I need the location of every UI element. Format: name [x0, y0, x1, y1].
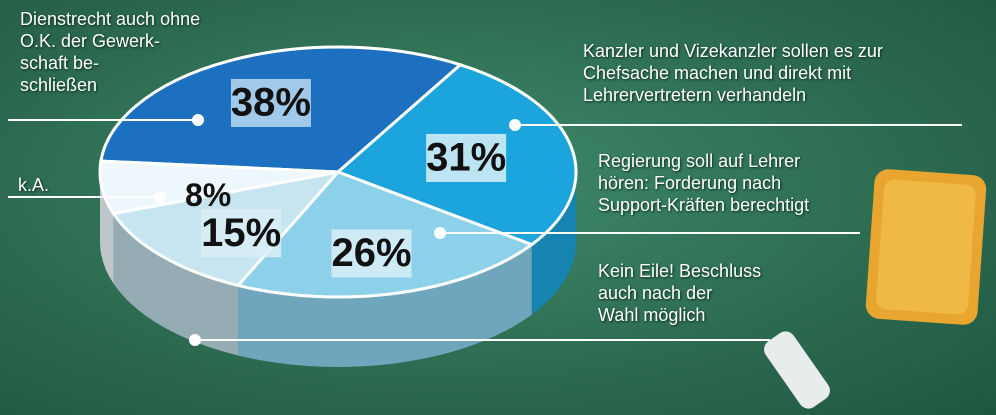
value-label: 31% — [426, 136, 506, 180]
slice-side — [113, 213, 239, 356]
category-label: Kanzler und Vizekanzler sollen es zur Ch… — [583, 41, 883, 105]
value-label: 8% — [185, 177, 231, 213]
value-label-box — [201, 209, 282, 258]
value-label: 26% — [331, 231, 411, 275]
value-label: 15% — [201, 211, 281, 255]
category-label: Dienstrecht auch ohne O.K. der Gewerk- s… — [20, 9, 201, 95]
category-label: Kein Eile! Beschluss auch nach der Wahl … — [598, 261, 762, 325]
slice-side — [100, 172, 114, 284]
category-label: Regierung soll auf Lehrer hören: Forderu… — [598, 151, 810, 215]
category-label: k.A. — [18, 175, 50, 195]
leader-lines — [8, 114, 962, 346]
slice-side — [531, 172, 576, 315]
value-label-box — [331, 229, 412, 278]
value-label: 38% — [231, 81, 311, 125]
slice-side — [238, 244, 532, 367]
sponge — [865, 169, 987, 325]
value-label-box — [426, 133, 507, 182]
chalk — [764, 331, 830, 409]
pie: 38% 31% 26% 15%8% — [98, 45, 578, 367]
value-label-box — [230, 78, 311, 127]
